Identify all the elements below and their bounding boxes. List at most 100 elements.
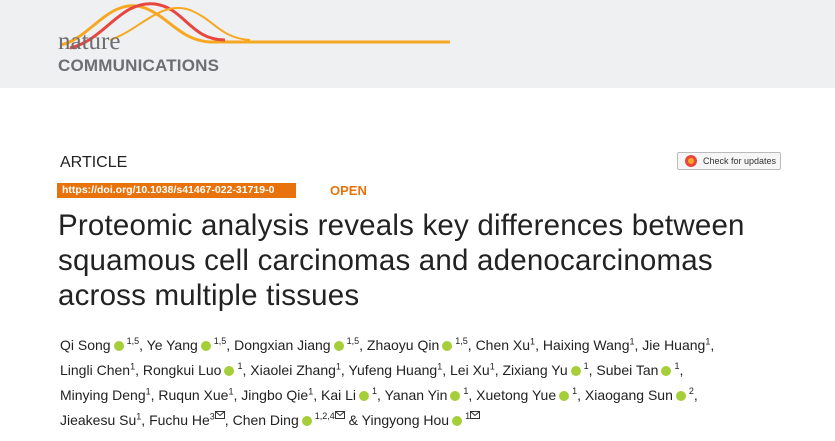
author-name: Kai Li — [321, 387, 357, 403]
affiliation: 1,2,4 — [314, 411, 335, 422]
header: nature COMMUNICATIONS — [0, 0, 835, 88]
affiliation: 2 — [688, 386, 694, 397]
separator: , — [535, 337, 539, 353]
author: Yufeng Huang1, — [348, 362, 446, 378]
affiliation: 1 — [465, 411, 471, 422]
affiliation: 1 — [705, 336, 711, 347]
article-title: Proteomic analysis reveals key differenc… — [58, 209, 745, 312]
author-name: Qi Song — [60, 337, 111, 353]
author-name: Dongxian Jiang — [234, 337, 331, 353]
orcid-icon — [224, 366, 235, 376]
author: Jie Huang1, — [642, 337, 714, 353]
affiliation: 1 — [463, 386, 469, 397]
author-name: Fuchu He — [149, 412, 210, 428]
orcid-icon — [559, 391, 570, 401]
author-list: Qi Song 1,5, Ye Yang 1,5, Dongxian Jiang 1,… — [60, 333, 760, 433]
author: Chen Ding 1,2,4 — [232, 411, 345, 428]
logo-bottom: COMMUNICATIONS — [58, 56, 220, 75]
orcid-icon — [661, 366, 672, 376]
mail-icon — [470, 411, 481, 419]
author-name: Yufeng Huang — [348, 362, 438, 378]
author-name: Zixiang Yu — [502, 362, 568, 378]
author: Lingli Chen1, — [60, 362, 139, 378]
separator: , — [150, 387, 155, 403]
separator: , — [577, 387, 582, 403]
affiliation: 1,5 — [455, 336, 468, 347]
orcid-icon — [200, 341, 211, 351]
separator: , — [442, 362, 447, 378]
affiliation: 1,5 — [213, 336, 227, 347]
author-name: Ye Yang — [146, 337, 198, 353]
author: Chen Xu1, — [476, 337, 539, 353]
orcid-icon — [675, 391, 686, 401]
orcid-icon — [301, 416, 312, 426]
separator: , — [634, 337, 639, 353]
affiliation: 1 — [489, 361, 495, 372]
affiliation: 1 — [572, 386, 578, 397]
author: Haixing Wang1, — [543, 337, 639, 353]
author: Dongxian Jiang 1,5, — [234, 337, 363, 353]
orcid-icon — [450, 391, 461, 401]
author: Yingyong Hou 1 — [362, 411, 481, 428]
separator: , — [233, 387, 238, 403]
affiliation: 3 — [209, 411, 215, 422]
check-label[interactable]: Check for updates — [703, 156, 777, 166]
affiliation: 1 — [136, 411, 142, 422]
author: Subei Tan 1, — [596, 362, 683, 378]
separator: , — [224, 412, 229, 428]
separator: , — [588, 362, 593, 378]
author: Xuetong Yue 1, — [476, 387, 581, 403]
author-name: Chen Xu — [475, 337, 531, 353]
author-name: Haixing Wang — [542, 337, 630, 353]
mail-icon — [334, 411, 345, 419]
orcid-icon — [113, 341, 124, 351]
author-name: Ruqun Xue — [158, 387, 229, 403]
separator: , — [242, 362, 247, 378]
affiliation: 1 — [308, 386, 314, 397]
author-name: Jingbo Qie — [241, 387, 309, 403]
author: Zhaoyu Qin 1,5, — [367, 337, 472, 353]
separator: , — [693, 387, 698, 403]
open-access: OPEN — [330, 183, 367, 198]
author: Jingbo Qie1, — [241, 387, 317, 403]
separator: , — [340, 362, 345, 378]
author: Qi Song 1,5, — [60, 337, 143, 353]
separator: , — [135, 362, 139, 378]
separator: , — [494, 362, 499, 378]
author-name: Subei Tan — [596, 362, 659, 378]
separator: , — [679, 362, 684, 378]
author: Jieakesu Su1, — [60, 412, 145, 428]
author: Xiaogang Sun 2, — [585, 387, 698, 403]
affiliation: 1 — [130, 361, 136, 372]
author-name: Zhaoyu Qin — [366, 337, 440, 353]
doi-link[interactable]: https://doi.org/10.1038/s41467-022-31719… — [57, 183, 296, 198]
check-updates[interactable]: Check for updates — [677, 152, 781, 170]
author: Yanan Yin 1, — [385, 387, 473, 403]
affiliation: 1,5 — [346, 336, 360, 347]
affiliation: 1 — [145, 386, 151, 397]
separator: , — [467, 337, 472, 353]
author: Ruqun Xue1, — [158, 387, 237, 403]
author-name: Jieakesu Su — [60, 412, 137, 428]
article-type: ARTICLE — [60, 154, 128, 171]
separator: , — [226, 337, 231, 353]
affiliation: 1 — [530, 336, 536, 347]
logo-waves — [59, 2, 450, 50]
separator: , — [377, 387, 381, 403]
logo-top: nature — [58, 28, 121, 55]
separator: , — [359, 337, 363, 353]
separator: , — [468, 387, 473, 403]
affiliation: 1 — [437, 361, 443, 372]
author-name: Xiaogang Sun — [584, 387, 673, 403]
author-name: Chen Ding — [232, 412, 299, 428]
author-name: Yanan Yin — [384, 387, 448, 403]
author-name: Lingli Chen — [60, 362, 131, 378]
affiliation: 1 — [674, 361, 680, 372]
author: Fuchu He3, — [149, 411, 229, 428]
affiliation: 1 — [629, 336, 635, 347]
separator: , — [139, 337, 143, 353]
separator: , — [313, 387, 318, 403]
orcid-icon — [570, 366, 581, 376]
author-name: Jie Huang — [642, 337, 706, 353]
